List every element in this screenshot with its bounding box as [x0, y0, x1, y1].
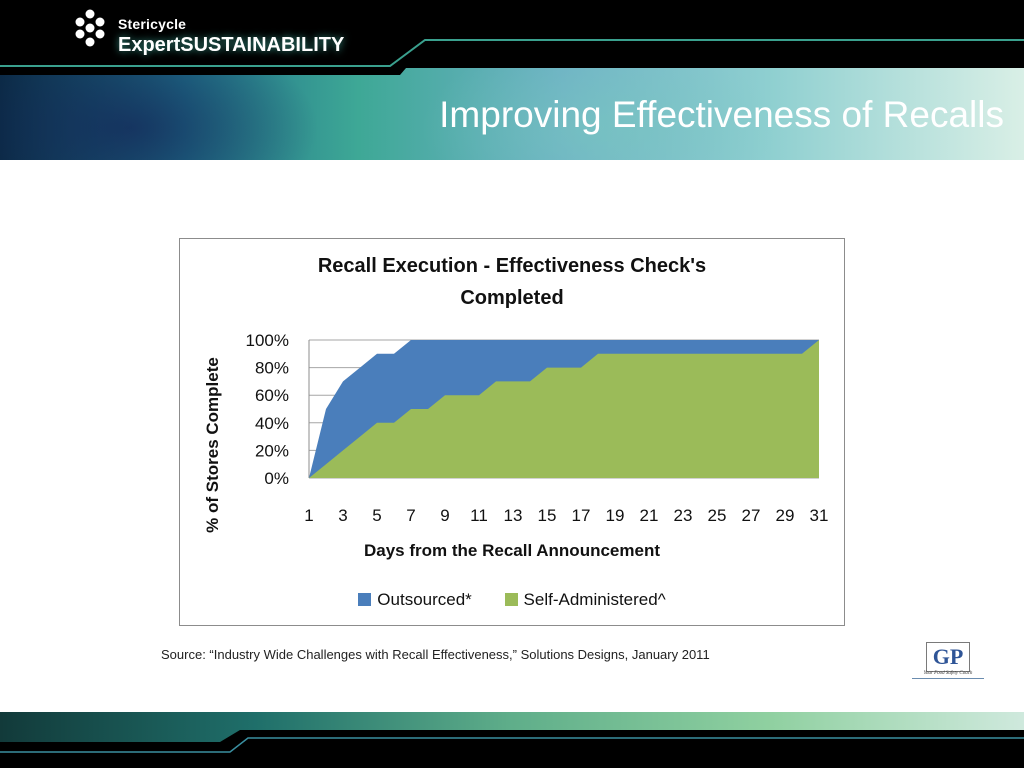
chart-title-line-1: Recall Execution - Effectiveness Check's: [317, 255, 707, 277]
x-tick-label: 1: [304, 506, 313, 525]
x-tick-label: 5: [372, 506, 381, 525]
x-tick-label: 25: [708, 506, 727, 525]
chart-plot: 0%20%40%60%80%100%1 3 5 7 9 11 13 15 17 19 21 23 25 2…: [246, 331, 829, 525]
legend-swatch-outsourced: [358, 593, 372, 606]
y-tick-label: 60%: [255, 386, 289, 405]
x-tick-label: 21: [640, 506, 659, 525]
x-axis-label: Days from the Recall Announcement: [364, 541, 660, 560]
chart-legend: Outsourced* Self-Administered^: [180, 590, 844, 610]
x-tick-label: 27: [742, 506, 761, 525]
chart-container: Recall Execution - Effectiveness Check's…: [179, 238, 845, 626]
x-tick-label: 29: [776, 506, 795, 525]
x-tick-label: 23: [674, 506, 693, 525]
brand-expert-sustainability: ExpertSUSTAINABILITY: [118, 34, 344, 57]
brand-sustainability: SUSTAINABILITY: [180, 34, 345, 56]
legend-item-outsourced: Outsourced*: [358, 590, 472, 610]
gp-tagline: Your Food Safety Coach: [923, 671, 973, 676]
chart-title-line-2: Completed: [460, 287, 564, 309]
logo-dots-icon: [75, 9, 105, 47]
footer-band: [0, 712, 1024, 768]
gp-logo: GP Your Food Safety Coach: [912, 640, 984, 682]
y-tick-label: 100%: [246, 331, 289, 350]
title-banner: [0, 68, 1024, 160]
y-tick-label: 40%: [255, 414, 289, 433]
x-tick-label: 17: [572, 506, 591, 525]
gp-letters: GP: [932, 644, 964, 669]
x-tick-label: 15: [538, 506, 557, 525]
legend-label-self-administered: Self-Administered^: [523, 590, 666, 609]
series-area-self-administered: [309, 340, 819, 478]
y-axis-label: % of Stores Complete: [203, 357, 222, 533]
source-citation: Source: “Industry Wide Challenges with R…: [161, 647, 710, 662]
y-tick-label: 80%: [255, 359, 289, 378]
x-tick-label: 9: [440, 506, 449, 525]
x-tick-label: 3: [338, 506, 347, 525]
legend-label-outsourced: Outsourced*: [377, 590, 472, 609]
gp-logo-mark: GP: [926, 642, 970, 672]
x-tick-label: 19: [606, 506, 625, 525]
x-tick-label: 11: [470, 506, 488, 525]
stericycle-logo: Stericycle ExpertSUSTAINABILITY: [70, 8, 370, 62]
x-tick-label: 31: [810, 506, 829, 525]
legend-swatch-self-administered: [504, 593, 518, 606]
brand-expert: Expert: [118, 34, 181, 56]
x-tick-label: 7: [406, 506, 415, 525]
y-tick-label: 20%: [255, 441, 289, 460]
page-title: Improving Effectiveness of Recalls: [439, 94, 1004, 135]
x-tick-label: 13: [504, 506, 523, 525]
legend-item-self-administered: Self-Administered^: [504, 590, 666, 610]
footer-notch-shape: [0, 730, 1024, 768]
y-tick-label: 0%: [264, 469, 289, 488]
gp-logo-rule: [912, 678, 984, 679]
brand-stericycle: Stericycle: [118, 16, 187, 32]
